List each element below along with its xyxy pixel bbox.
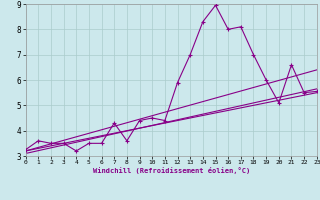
- X-axis label: Windchill (Refroidissement éolien,°C): Windchill (Refroidissement éolien,°C): [92, 167, 250, 174]
